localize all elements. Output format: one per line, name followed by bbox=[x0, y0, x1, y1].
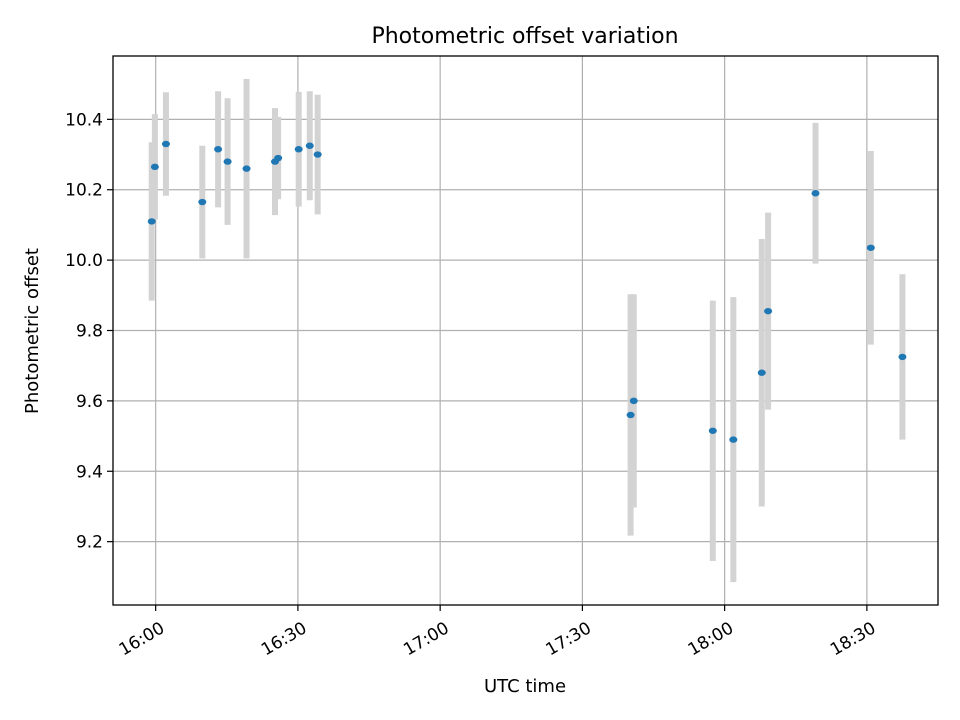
y-tick-label: 10.2 bbox=[65, 181, 103, 201]
x-tick-label: 18:00 bbox=[685, 618, 737, 660]
y-tick-label: 9.6 bbox=[76, 392, 103, 412]
data-point bbox=[305, 142, 314, 149]
y-axis-ticks: 9.2 9.4 9.6 9.8 10.0 10.2 10.4 bbox=[65, 110, 113, 553]
grid bbox=[113, 56, 938, 605]
data-point bbox=[757, 369, 766, 376]
y-tick-label: 9.4 bbox=[76, 462, 103, 482]
data-point bbox=[811, 190, 820, 197]
data-point bbox=[708, 427, 717, 434]
data-point bbox=[898, 353, 907, 361]
x-tick-label: 17:00 bbox=[400, 618, 452, 660]
x-tick-label: 16:30 bbox=[258, 618, 310, 660]
y-axis-label: Photometric offset bbox=[22, 248, 43, 414]
data-points bbox=[147, 140, 907, 443]
data-point bbox=[242, 165, 251, 172]
data-point bbox=[198, 198, 207, 206]
y-tick-label: 9.8 bbox=[76, 322, 103, 342]
x-axis-label: UTC time bbox=[484, 676, 566, 697]
x-axis-ticks: 16:00 16:30 17:00 17:30 18:00 18:30 bbox=[116, 605, 879, 660]
x-tick-label: 17:30 bbox=[542, 618, 594, 660]
x-tick-label: 18:30 bbox=[827, 618, 879, 660]
data-point bbox=[150, 163, 159, 171]
data-point bbox=[729, 436, 738, 443]
data-point bbox=[223, 158, 232, 165]
data-point bbox=[629, 397, 638, 405]
data-point bbox=[764, 307, 773, 315]
y-tick-label: 10.4 bbox=[65, 110, 103, 130]
y-tick-label: 9.2 bbox=[76, 533, 103, 553]
data-point bbox=[866, 244, 875, 251]
x-tick-label: 16:00 bbox=[116, 618, 168, 660]
data-point bbox=[161, 140, 170, 148]
data-point bbox=[626, 411, 635, 419]
data-point bbox=[274, 154, 283, 162]
data-point bbox=[147, 218, 156, 225]
data-point bbox=[313, 151, 322, 158]
y-tick-label: 10.0 bbox=[65, 251, 103, 271]
data-point bbox=[294, 146, 303, 153]
chart-title: Photometric offset variation bbox=[371, 24, 678, 49]
data-point bbox=[214, 146, 223, 153]
